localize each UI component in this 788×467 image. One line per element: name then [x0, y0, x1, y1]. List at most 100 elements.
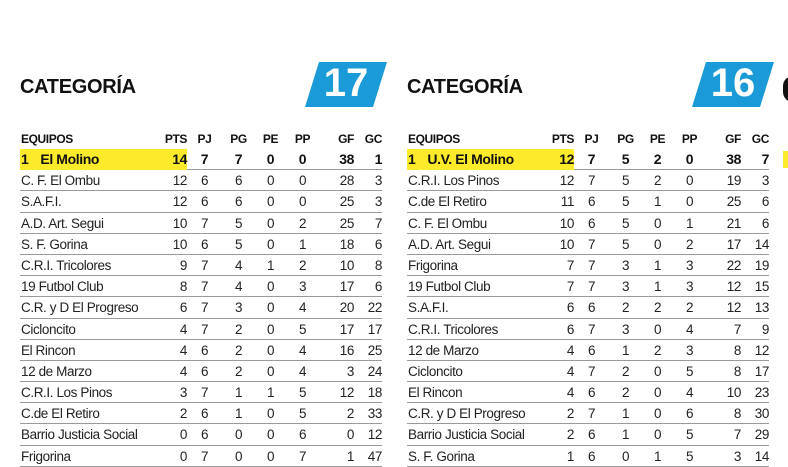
- table-row: C. F. El Ombu 12 6 6 0 0 28 3: [20, 170, 383, 192]
- cell-pts: 7: [566, 257, 575, 273]
- cell-pg: 0: [621, 448, 630, 464]
- cell-pg: 2: [234, 342, 243, 358]
- column-header-pj: PJ: [197, 132, 212, 146]
- cell-pe: 0: [653, 406, 662, 422]
- cell-pts: 14: [158, 149, 187, 170]
- table-row: C.R.I. Los Pinos 12 7 5 2 0 19 3: [407, 170, 769, 192]
- cell-pj: 7: [200, 448, 209, 464]
- cell-pj: 7: [200, 151, 209, 167]
- cell-pg: 0: [234, 448, 243, 464]
- cell-pj: 6: [587, 194, 596, 210]
- cell-pts: 9: [179, 257, 188, 273]
- cell-gc: 17: [367, 321, 383, 337]
- cell-gc: 17: [754, 363, 770, 379]
- cell-pj: 6: [587, 342, 596, 358]
- team-name: A.D. Art. Segui: [408, 236, 491, 252]
- cell-pp: 4: [298, 363, 307, 379]
- table-row: Frigorina 7 7 3 1 3 22 19: [407, 255, 769, 277]
- cell-gc: 1: [374, 151, 383, 167]
- table-row: 19 Futbol Club 7 7 3 1 3 12 15: [407, 276, 770, 298]
- category-number-badge: 16: [692, 61, 774, 107]
- cell-pe: 0: [266, 215, 275, 231]
- cell-pg: 1: [234, 385, 243, 401]
- cell-gf: 12: [726, 279, 742, 295]
- category-title: CATEGORÍA: [20, 76, 136, 98]
- cell-pg: 2: [621, 385, 630, 401]
- cell-pg: 4: [234, 279, 243, 295]
- cell-pts: 2: [566, 427, 575, 443]
- cell-pg: 2: [234, 321, 243, 337]
- cell-gf: 18: [339, 236, 355, 252]
- cell-gf: 12: [339, 385, 355, 401]
- team-name: Cicloncito: [408, 363, 463, 379]
- cell-pts: 10: [559, 236, 575, 252]
- cell-gc: 3: [374, 173, 383, 189]
- cell-pts: 4: [566, 385, 575, 401]
- cell-gf: 8: [733, 363, 742, 379]
- cell-pg: 2: [234, 363, 243, 379]
- column-header-equipos: EQUIPOS: [408, 132, 460, 146]
- cell-pp: 4: [298, 342, 307, 358]
- cell-gc: 13: [754, 300, 770, 316]
- cell-gc: 6: [374, 236, 383, 252]
- cell-pe: 0: [653, 215, 662, 231]
- cell-gc: 30: [754, 406, 770, 422]
- cell-pts: 8: [179, 279, 188, 295]
- cell-pe: 0: [266, 427, 275, 443]
- cell-pj: 7: [200, 215, 209, 231]
- cell-gc: 12: [754, 342, 770, 358]
- cell-gf: 22: [726, 257, 742, 273]
- cell-gc: 14: [754, 236, 770, 252]
- cell-gf: 16: [339, 342, 355, 358]
- cell-pg: 3: [621, 279, 630, 295]
- team-name: El Rincon: [21, 342, 76, 358]
- cell-gc: 29: [754, 427, 770, 443]
- cell-pp: 7: [298, 448, 307, 464]
- cell-pe: 0: [266, 236, 275, 252]
- cell-gc: 8: [374, 257, 383, 273]
- standings-table: EQUIPOS PTS PJ PG PE PP GF GC 1 El Molino 14 7 7 0 0 38…: [20, 130, 382, 467]
- column-header-pe: PE: [262, 132, 279, 146]
- table-row: 19 Futbol Club 8 7 4 0 3 17 6: [20, 276, 382, 298]
- team-name: C. F. El Ombu: [21, 173, 100, 189]
- cell-gc: 15: [754, 279, 770, 295]
- cell-pp: 0: [685, 194, 694, 210]
- cell-pp: 2: [685, 300, 694, 316]
- cell-pg: 5: [621, 194, 630, 210]
- cell-pj: 6: [200, 194, 209, 210]
- cropped-title-fragment: [783, 76, 788, 102]
- cell-pp: 3: [298, 279, 307, 295]
- column-header-gf: GF: [725, 132, 741, 146]
- cell-pe: 1: [266, 257, 275, 273]
- table-row: C. F. El Ombu 10 6 5 0 1 21 6: [407, 213, 769, 234]
- table-row: S. F. Gorina 10 6 5 0 1 18 6: [20, 234, 382, 255]
- cell-pe: 0: [266, 342, 275, 358]
- cell-pp: 5: [685, 427, 694, 443]
- cell-pj: 7: [587, 363, 596, 379]
- cell-pts: 7: [566, 279, 575, 295]
- team-name: C.R.I. Los Pinos: [408, 173, 500, 189]
- cell-pg: 5: [621, 173, 630, 189]
- cell-pts: 0: [179, 448, 188, 464]
- cell-pp: 5: [298, 321, 307, 337]
- cell-pp: 5: [298, 385, 307, 401]
- cell-pp: 0: [685, 151, 694, 167]
- cell-pp: 1: [685, 215, 694, 231]
- cell-pj: 6: [200, 427, 209, 443]
- cell-pe: 0: [653, 427, 662, 443]
- cell-pj: 6: [200, 342, 209, 358]
- cell-pg: 3: [621, 257, 630, 273]
- column-header-pp: PP: [681, 132, 698, 146]
- cell-pj: 6: [587, 300, 596, 316]
- table-row: 1 U.V. El Molino 12 7 5 2 0 38 7: [407, 149, 769, 171]
- cell-pts: 6: [179, 300, 188, 316]
- cell-pj: 7: [587, 173, 596, 189]
- cell-pe: 1: [266, 385, 275, 401]
- cell-pj: 7: [200, 279, 209, 295]
- table-row: A.D. Art. Segui 10 7 5 0 2 25 7: [20, 213, 382, 234]
- team-name: El Rincon: [408, 385, 463, 401]
- cell-pp: 5: [685, 363, 694, 379]
- cell-pe: 2: [653, 173, 662, 189]
- cell-pe: 0: [653, 321, 662, 337]
- cell-pg: 7: [234, 151, 243, 167]
